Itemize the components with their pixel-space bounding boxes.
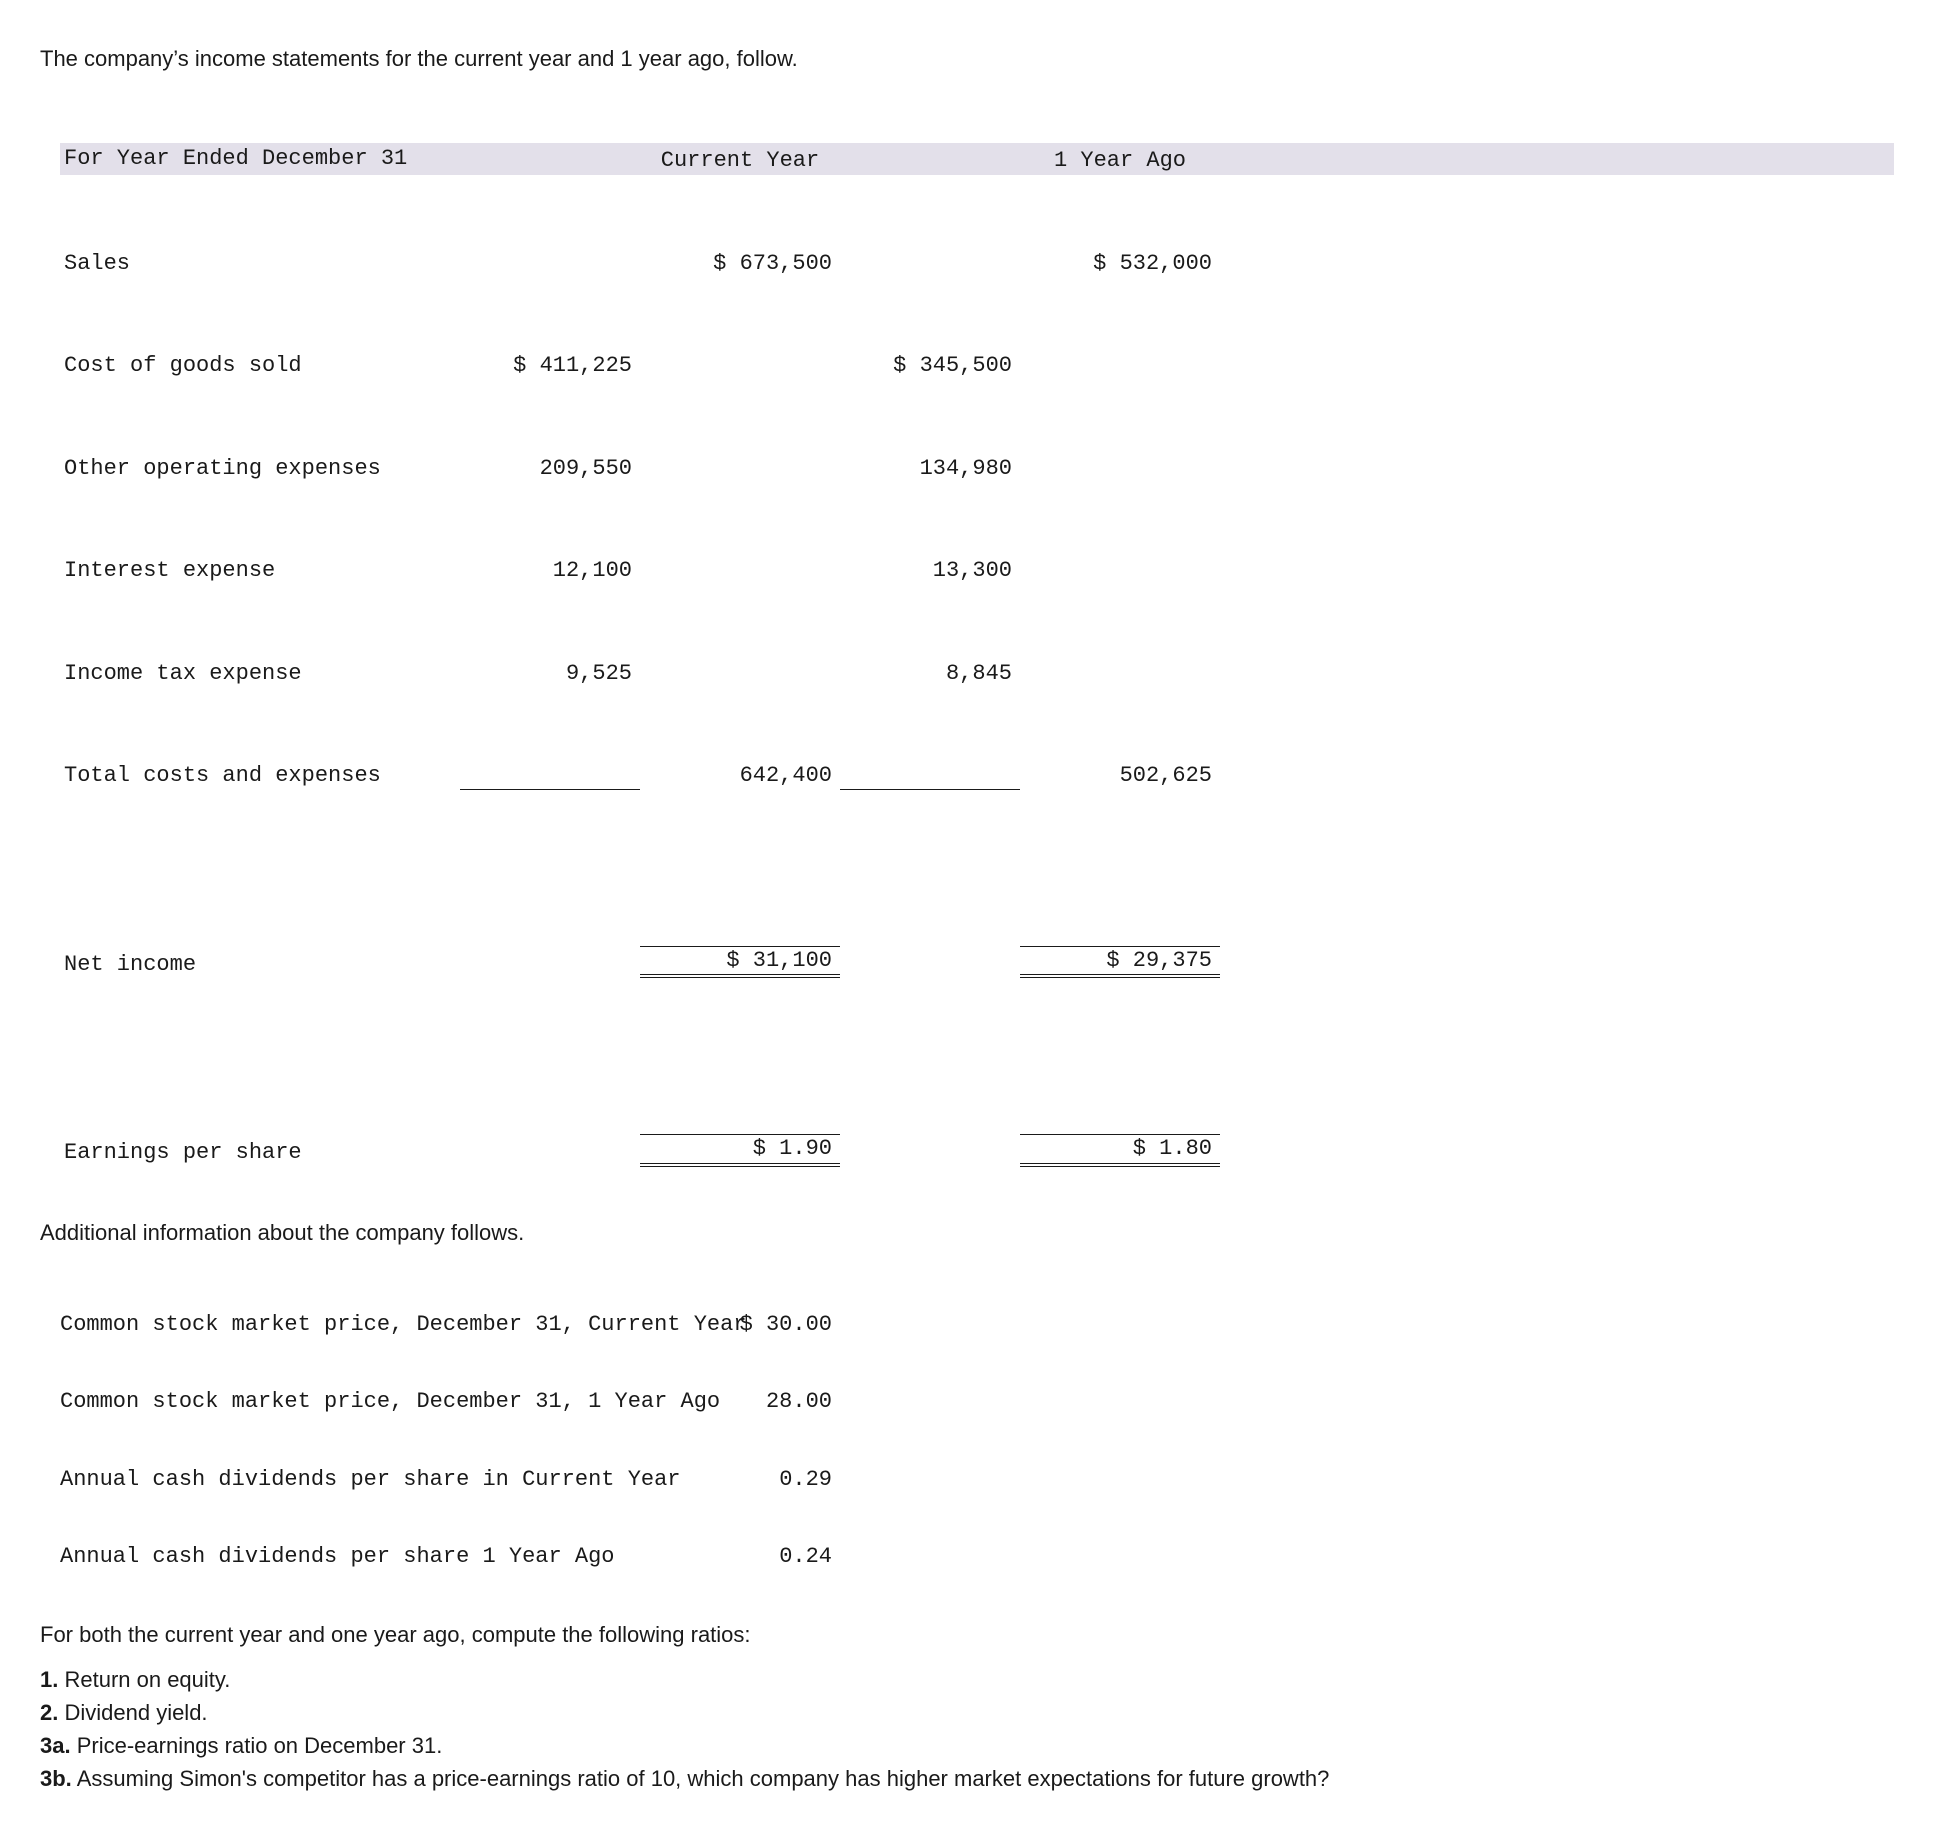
cell-value: 642,400	[640, 762, 840, 790]
cell-label: Cost of goods sold	[60, 352, 460, 380]
header-prior-year: 1 Year Ago	[1020, 147, 1220, 175]
intro-text: The company’s income statements for the …	[40, 42, 1894, 75]
question-number: 3a.	[40, 1733, 71, 1758]
cell-value	[460, 789, 640, 790]
header-current-year: Current Year	[640, 147, 840, 175]
cell-label: Total costs and expenses	[60, 762, 460, 790]
cell-value: $ 29,375	[1020, 946, 1220, 979]
cell-label: Annual cash dividends per share 1 Year A…	[60, 1543, 720, 1571]
cell-label: Sales	[60, 250, 460, 278]
cell-value	[840, 789, 1020, 790]
cell-value: 134,980	[840, 455, 1020, 483]
cell-value: 0.29	[720, 1466, 840, 1494]
cell-value: 9,525	[460, 660, 640, 688]
cell-value: 12,100	[460, 557, 640, 585]
question-1: 1. Return on equity.	[40, 1663, 1894, 1696]
cell-value: 0.24	[720, 1543, 840, 1571]
question-text: Assuming Simon's competitor has a price-…	[72, 1766, 1330, 1791]
question-2: 2. Dividend yield.	[40, 1696, 1894, 1729]
question-3a: 3a. Price-earnings ratio on December 31.	[40, 1729, 1894, 1762]
cell-label: Common stock market price, December 31, …	[60, 1388, 720, 1416]
addl-row: Annual cash dividends per share in Curre…	[60, 1466, 1894, 1494]
row-cogs: Cost of goods sold $ 411,225 $ 345,500	[60, 352, 1894, 380]
cell-label: Annual cash dividends per share in Curre…	[60, 1466, 720, 1494]
cell-value: 502,625	[1020, 762, 1220, 790]
addl-row: Common stock market price, December 31, …	[60, 1388, 1894, 1416]
cell-value: 209,550	[460, 455, 640, 483]
question-number: 2.	[40, 1700, 58, 1725]
row-total-costs: Total costs and expenses 642,400 502,625	[60, 762, 1894, 790]
cell-label: Other operating expenses	[60, 455, 460, 483]
question-text: Return on equity.	[58, 1667, 230, 1692]
question-number: 1.	[40, 1667, 58, 1692]
addl-row: Annual cash dividends per share 1 Year A…	[60, 1543, 1894, 1571]
cell-label: Common stock market price, December 31, …	[60, 1311, 720, 1339]
cell-value: $ 1.80	[1020, 1134, 1220, 1167]
row-opex: Other operating expenses 209,550 134,980	[60, 455, 1894, 483]
spacer-row	[60, 1053, 1894, 1059]
income-statement-table: For Year Ended December 31 Current Year …	[60, 93, 1894, 1192]
cell-value: $ 532,000	[1020, 250, 1220, 278]
cell-label: Income tax expense	[60, 660, 460, 688]
question-number: 3b.	[40, 1766, 72, 1791]
income-header-row: For Year Ended December 31 Current Year …	[60, 143, 1894, 175]
header-label: For Year Ended December 31	[60, 143, 460, 175]
cell-value: $ 31,100	[640, 946, 840, 979]
additional-info-table: Common stock market price, December 31, …	[60, 1261, 1894, 1596]
cell-label: Earnings per share	[60, 1139, 460, 1167]
cell-label: Net income	[60, 951, 460, 979]
cell-value: 13,300	[840, 557, 1020, 585]
question-list: 1. Return on equity. 2. Dividend yield. …	[40, 1663, 1894, 1795]
additional-info-intro: Additional information about the company…	[40, 1216, 1894, 1249]
spacer-row	[60, 865, 1894, 871]
cell-label: Interest expense	[60, 557, 460, 585]
row-eps: Earnings per share $ 1.90 $ 1.80	[60, 1134, 1894, 1167]
cell-value: $ 673,500	[640, 250, 840, 278]
cell-value: 8,845	[840, 660, 1020, 688]
cell-value: $ 411,225	[460, 352, 640, 380]
question-3b: 3b. Assuming Simon's competitor has a pr…	[40, 1762, 1894, 1795]
row-tax-expense: Income tax expense 9,525 8,845	[60, 660, 1894, 688]
question-text: Price-earnings ratio on December 31.	[71, 1733, 443, 1758]
addl-row: Common stock market price, December 31, …	[60, 1311, 1894, 1339]
question-text: Dividend yield.	[58, 1700, 207, 1725]
compute-intro: For both the current year and one year a…	[40, 1618, 1894, 1651]
cell-value: $ 30.00	[720, 1311, 840, 1339]
cell-value: $ 1.90	[640, 1134, 840, 1167]
cell-value: $ 345,500	[840, 352, 1020, 380]
cell-value: 28.00	[720, 1388, 840, 1416]
row-net-income: Net income $ 31,100 $ 29,375	[60, 946, 1894, 979]
row-sales: Sales $ 673,500 $ 532,000	[60, 250, 1894, 278]
row-interest-expense: Interest expense 12,100 13,300	[60, 557, 1894, 585]
